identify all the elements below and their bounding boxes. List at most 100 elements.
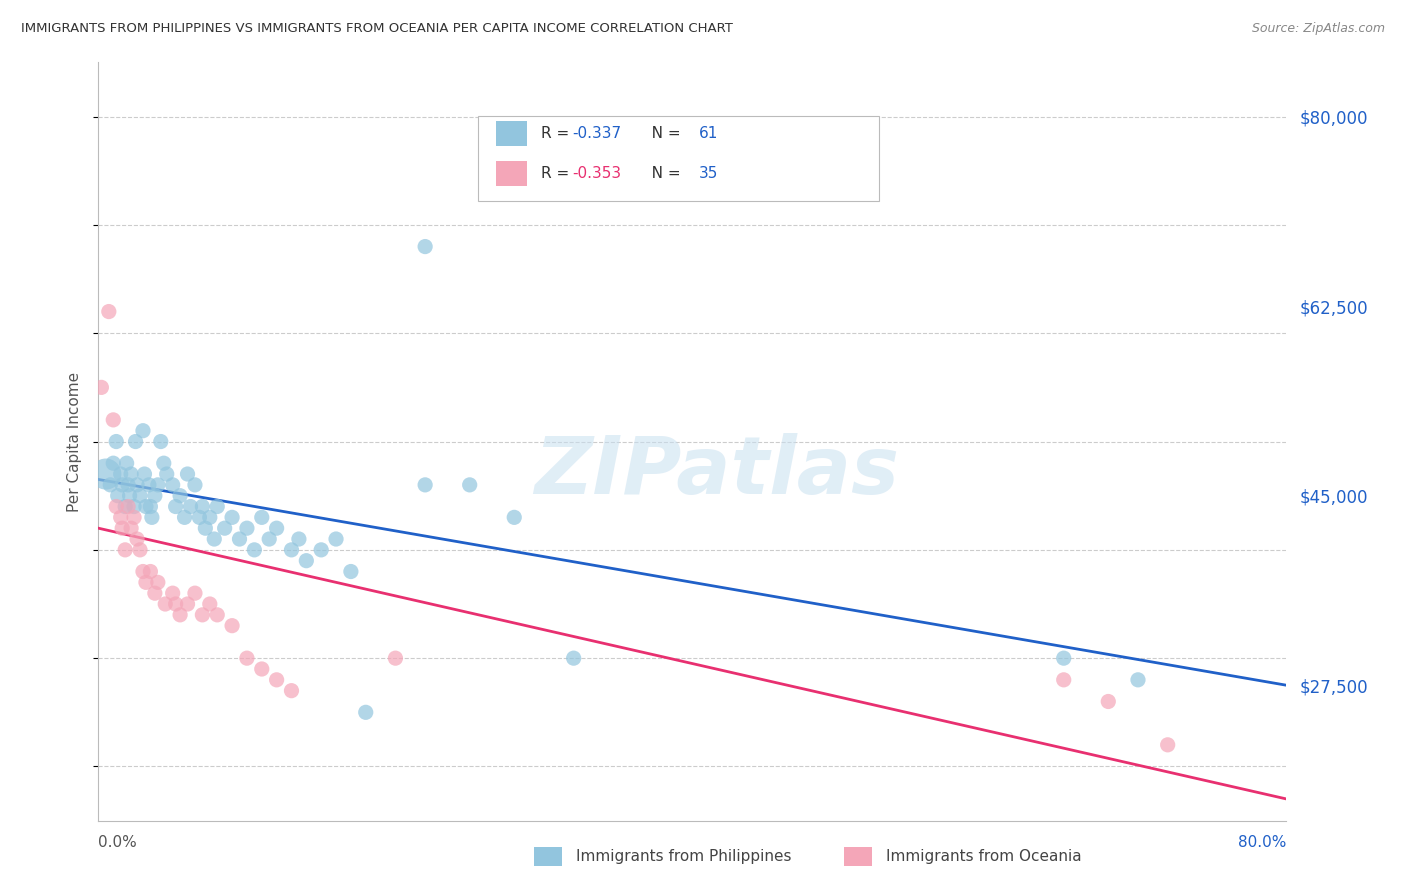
- Point: [118, 489, 141, 503]
- Point: [114, 542, 136, 557]
- Point: [1156, 738, 1178, 752]
- Point: [120, 521, 142, 535]
- Point: [188, 510, 211, 524]
- Point: [250, 510, 273, 524]
- Point: [143, 586, 166, 600]
- Text: 35: 35: [699, 167, 718, 181]
- Point: [103, 413, 125, 427]
- Point: [141, 510, 163, 524]
- Point: [257, 532, 280, 546]
- Point: [115, 456, 138, 470]
- Point: [179, 500, 201, 514]
- Point: [114, 500, 136, 514]
- Point: [325, 532, 347, 546]
- Text: R =: R =: [541, 127, 575, 141]
- Point: [138, 478, 160, 492]
- Point: [149, 434, 172, 449]
- Text: -0.337: -0.337: [572, 127, 621, 141]
- Point: [139, 565, 162, 579]
- Point: [98, 478, 121, 492]
- Point: [132, 424, 155, 438]
- Point: [169, 489, 191, 503]
- Point: [214, 521, 236, 535]
- Point: [152, 456, 174, 470]
- Point: [288, 532, 311, 546]
- Text: Immigrants from Philippines: Immigrants from Philippines: [576, 849, 792, 863]
- Point: [146, 478, 169, 492]
- Point: [135, 575, 157, 590]
- Point: [236, 651, 259, 665]
- Point: [110, 467, 132, 481]
- Point: [243, 542, 266, 557]
- Text: 0.0%: 0.0%: [98, 836, 138, 850]
- Text: N =: N =: [637, 167, 685, 181]
- Point: [111, 521, 134, 535]
- Point: [1053, 673, 1076, 687]
- Text: -0.353: -0.353: [572, 167, 621, 181]
- Point: [280, 683, 302, 698]
- Point: [340, 565, 363, 579]
- Point: [111, 478, 134, 492]
- Point: [384, 651, 406, 665]
- Point: [156, 467, 179, 481]
- Point: [165, 500, 187, 514]
- Text: 80.0%: 80.0%: [1239, 836, 1286, 850]
- Point: [184, 478, 207, 492]
- Text: R =: R =: [541, 167, 575, 181]
- Point: [124, 434, 146, 449]
- Point: [105, 434, 128, 449]
- Point: [221, 618, 243, 632]
- Text: N =: N =: [637, 127, 685, 141]
- Point: [198, 510, 221, 524]
- Point: [169, 607, 191, 622]
- Text: Immigrants from Oceania: Immigrants from Oceania: [886, 849, 1081, 863]
- Point: [97, 304, 120, 318]
- Point: [205, 500, 228, 514]
- Point: [134, 467, 156, 481]
- Point: [228, 532, 250, 546]
- Point: [221, 510, 243, 524]
- Point: [117, 500, 139, 514]
- Text: 61: 61: [699, 127, 718, 141]
- Point: [165, 597, 187, 611]
- Point: [105, 500, 128, 514]
- Point: [155, 597, 177, 611]
- Point: [176, 597, 198, 611]
- Point: [191, 607, 214, 622]
- Point: [122, 510, 145, 524]
- Point: [103, 456, 125, 470]
- Point: [94, 467, 117, 481]
- Point: [205, 607, 228, 622]
- Point: [143, 489, 166, 503]
- Point: [266, 673, 288, 687]
- Point: [198, 597, 221, 611]
- Point: [162, 586, 184, 600]
- Point: [413, 478, 436, 492]
- Point: [503, 510, 526, 524]
- Point: [202, 532, 225, 546]
- Point: [132, 565, 155, 579]
- Point: [280, 542, 302, 557]
- Point: [413, 239, 436, 253]
- Point: [120, 467, 142, 481]
- Point: [129, 489, 152, 503]
- Point: [194, 521, 217, 535]
- Point: [266, 521, 288, 535]
- Point: [562, 651, 585, 665]
- Point: [129, 542, 152, 557]
- Point: [295, 554, 318, 568]
- Point: [176, 467, 198, 481]
- Point: [458, 478, 481, 492]
- Y-axis label: Per Capita Income: Per Capita Income: [67, 371, 83, 512]
- Point: [309, 542, 332, 557]
- Point: [1053, 651, 1076, 665]
- Point: [236, 521, 259, 535]
- Text: IMMIGRANTS FROM PHILIPPINES VS IMMIGRANTS FROM OCEANIA PER CAPITA INCOME CORRELA: IMMIGRANTS FROM PHILIPPINES VS IMMIGRANT…: [21, 22, 733, 36]
- Text: ZIPatlas: ZIPatlas: [534, 433, 898, 511]
- Point: [110, 510, 132, 524]
- Point: [117, 478, 139, 492]
- Point: [184, 586, 207, 600]
- Point: [146, 575, 169, 590]
- Point: [107, 489, 129, 503]
- Text: Source: ZipAtlas.com: Source: ZipAtlas.com: [1251, 22, 1385, 36]
